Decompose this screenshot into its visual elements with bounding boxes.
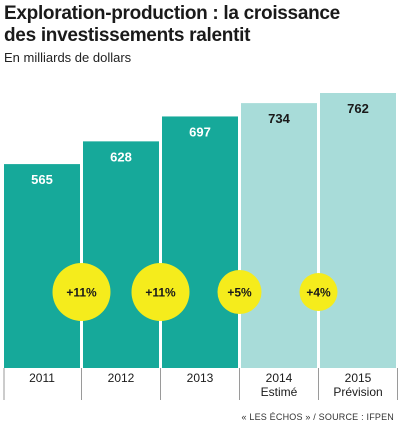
growth-bubble	[52, 263, 111, 321]
x-tick-label-2012: 2012	[108, 371, 135, 385]
growth-bubble	[131, 263, 190, 321]
x-tick-label-2015: 2015	[345, 371, 372, 385]
value-label-2012: 628	[110, 149, 132, 164]
growth-bubble	[299, 273, 338, 311]
growth-label: +11%	[66, 286, 97, 300]
bar-2014	[241, 103, 317, 369]
growth-label: +5%	[227, 286, 252, 300]
x-tick-label-2011: 2011	[29, 371, 55, 385]
growth-label: +11%	[145, 286, 176, 300]
bar-2013	[162, 116, 238, 368]
x-sublabel-2014: Estimé	[261, 385, 298, 399]
chart-title: Exploration-production : la croissance d…	[4, 3, 396, 47]
value-label-2011: 565	[31, 172, 53, 187]
source-credit: « LES ÉCHOS » / SOURCE : IFPEN	[241, 412, 394, 422]
value-label-2015: 762	[347, 101, 369, 116]
x-sublabel-2015: Prévision	[333, 385, 382, 399]
x-tick-label-2013: 2013	[187, 371, 214, 385]
x-tick-label-2014: 2014	[266, 371, 293, 385]
chart-title-line1: Exploration-production : la croissance	[4, 3, 340, 24]
bar-2015	[320, 93, 396, 368]
chart-subtitle: En milliards de dollars	[4, 50, 132, 65]
bar-2011	[4, 164, 80, 368]
growth-label: +4%	[306, 286, 331, 300]
value-label-2013: 697	[189, 124, 211, 139]
bar-2012	[83, 141, 159, 368]
chart-title-line2: des investissements ralentit	[4, 25, 251, 46]
growth-bubble	[217, 270, 262, 314]
value-label-2014: 734	[268, 111, 290, 126]
